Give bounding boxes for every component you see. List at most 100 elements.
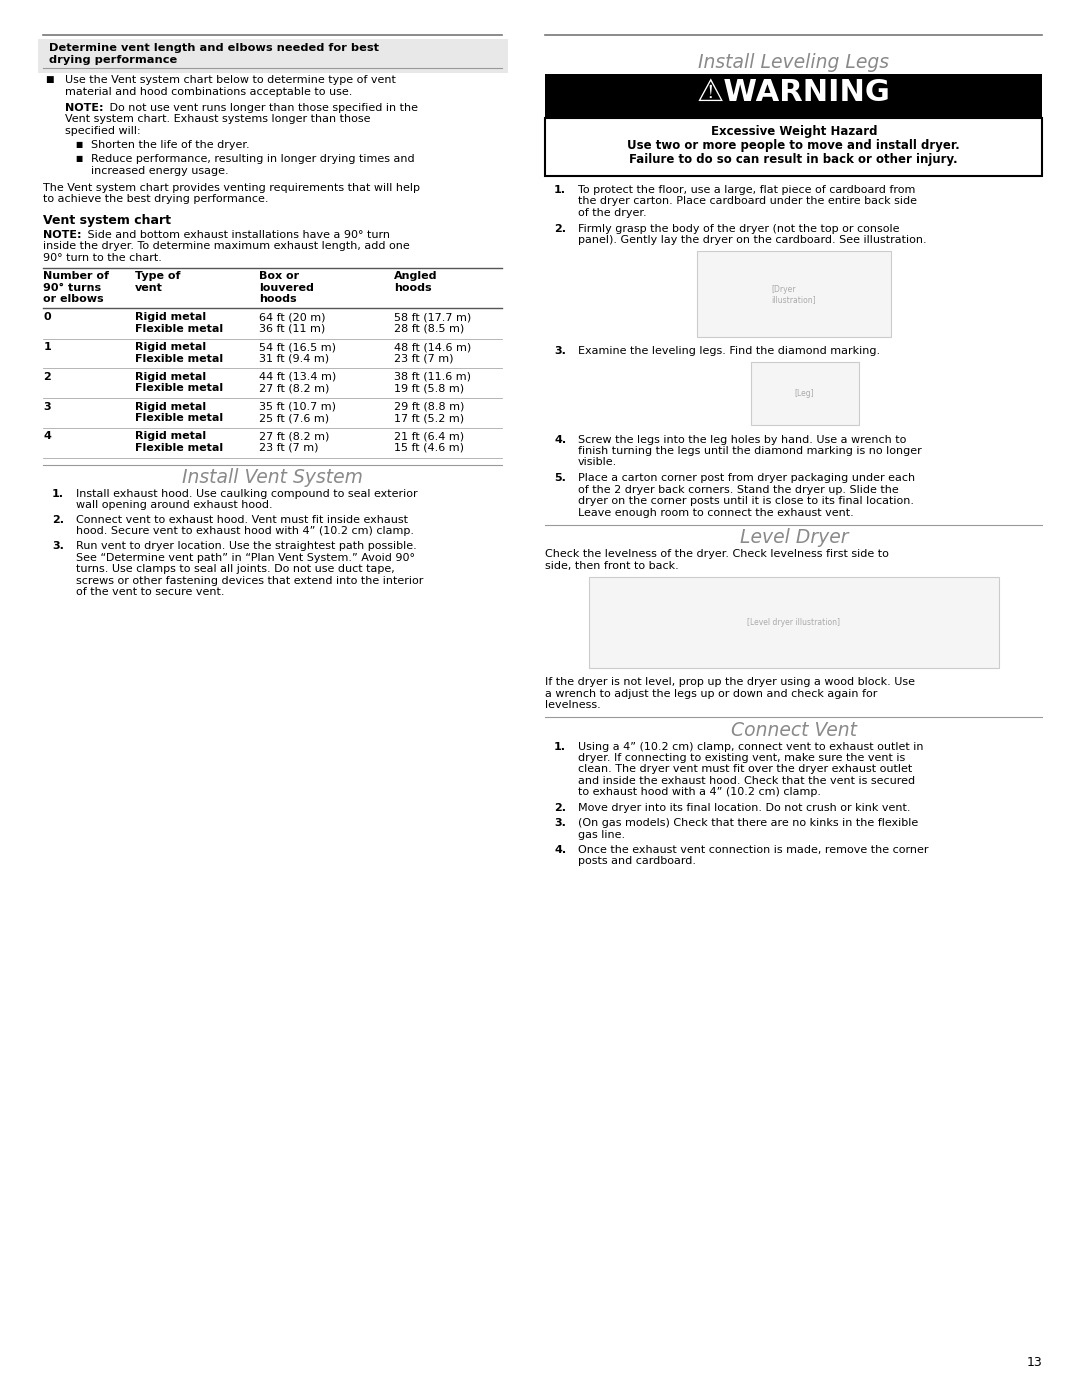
Bar — [38, 39, 508, 73]
Text: of the vent to secure vent.: of the vent to secure vent. — [76, 587, 225, 597]
Text: a wrench to adjust the legs up or down and check again for: a wrench to adjust the legs up or down a… — [545, 689, 878, 698]
Text: 3.: 3. — [52, 542, 64, 552]
Text: [Level dryer illustration]: [Level dryer illustration] — [747, 617, 840, 627]
Text: Use two or more people to move and install dryer.: Use two or more people to move and insta… — [627, 140, 960, 152]
Text: Place a carton corner post from dryer packaging under each: Place a carton corner post from dryer pa… — [578, 474, 915, 483]
Text: To protect the floor, use a large, flat piece of cardboard from: To protect the floor, use a large, flat … — [578, 184, 915, 194]
Text: of the 2 dryer back corners. Stand the dryer up. Slide the: of the 2 dryer back corners. Stand the d… — [578, 485, 899, 495]
Text: 27 ft (8.2 m)
23 ft (7 m): 27 ft (8.2 m) 23 ft (7 m) — [259, 432, 329, 453]
Text: Box or
louvered
hoods: Box or louvered hoods — [259, 271, 314, 305]
Text: NOTE:: NOTE: — [65, 102, 104, 113]
Bar — [545, 74, 1042, 117]
Text: levelness.: levelness. — [545, 700, 602, 710]
Text: Leave enough room to connect the exhaust vent.: Leave enough room to connect the exhaust… — [578, 509, 853, 518]
Text: 3.: 3. — [554, 346, 566, 356]
Text: 4: 4 — [43, 432, 51, 441]
Text: Failure to do so can result in back or other injury.: Failure to do so can result in back or o… — [630, 152, 958, 166]
Text: Do not use vent runs longer than those specified in the: Do not use vent runs longer than those s… — [106, 102, 418, 113]
Text: Connect Vent: Connect Vent — [731, 721, 856, 740]
Text: posts and cardboard.: posts and cardboard. — [578, 856, 696, 866]
Text: 90° turn to the chart.: 90° turn to the chart. — [43, 253, 162, 263]
Text: ■: ■ — [45, 75, 54, 84]
Text: 4.: 4. — [554, 434, 566, 444]
Text: the dryer carton. Place cardboard under the entire back side: the dryer carton. Place cardboard under … — [578, 197, 917, 207]
Text: 44 ft (13.4 m)
27 ft (8.2 m): 44 ft (13.4 m) 27 ft (8.2 m) — [259, 372, 337, 394]
Text: [Dryer
illustration]: [Dryer illustration] — [771, 285, 816, 305]
Text: 38 ft (11.6 m)
19 ft (5.8 m): 38 ft (11.6 m) 19 ft (5.8 m) — [394, 372, 471, 394]
Text: 4.: 4. — [554, 845, 566, 855]
Text: If the dryer is not level, prop up the dryer using a wood block. Use: If the dryer is not level, prop up the d… — [545, 678, 916, 687]
Text: 0: 0 — [43, 313, 51, 323]
Text: Firmly grasp the body of the dryer (not the top or console: Firmly grasp the body of the dryer (not … — [578, 224, 900, 233]
Text: Screw the legs into the leg holes by hand. Use a wrench to: Screw the legs into the leg holes by han… — [578, 434, 906, 444]
Text: Reduce performance, resulting in longer drying times and: Reduce performance, resulting in longer … — [91, 154, 415, 165]
Text: Rigid metal
Flexible metal: Rigid metal Flexible metal — [135, 372, 224, 394]
Text: drying performance: drying performance — [49, 54, 177, 66]
Text: ■: ■ — [76, 141, 83, 149]
Text: 58 ft (17.7 m)
28 ft (8.5 m): 58 ft (17.7 m) 28 ft (8.5 m) — [394, 313, 472, 334]
Text: 1.: 1. — [554, 184, 566, 194]
Bar — [545, 119, 1042, 176]
Text: 13: 13 — [1026, 1356, 1042, 1369]
Text: dryer. If connecting to existing vent, make sure the vent is: dryer. If connecting to existing vent, m… — [578, 753, 905, 763]
Text: specified will:: specified will: — [65, 126, 140, 136]
Text: Vent system chart: Vent system chart — [43, 214, 172, 226]
Text: finish turning the legs until the diamond marking is no longer: finish turning the legs until the diamon… — [578, 446, 921, 455]
Text: Level Dryer: Level Dryer — [740, 528, 848, 548]
Text: Rigid metal
Flexible metal: Rigid metal Flexible metal — [135, 342, 224, 363]
Text: [Leg]: [Leg] — [795, 390, 814, 398]
Text: Shorten the life of the dryer.: Shorten the life of the dryer. — [91, 141, 249, 151]
Text: Using a 4” (10.2 cm) clamp, connect vent to exhaust outlet in: Using a 4” (10.2 cm) clamp, connect vent… — [578, 742, 923, 752]
Text: Rigid metal
Flexible metal: Rigid metal Flexible metal — [135, 432, 224, 453]
Text: 21 ft (6.4 m)
15 ft (4.6 m): 21 ft (6.4 m) 15 ft (4.6 m) — [394, 432, 464, 453]
Text: visible.: visible. — [578, 457, 617, 468]
Text: 2.: 2. — [554, 224, 566, 233]
Text: Vent system chart. Exhaust systems longer than those: Vent system chart. Exhaust systems longe… — [65, 115, 370, 124]
Text: inside the dryer. To determine maximum exhaust length, add one: inside the dryer. To determine maximum e… — [43, 242, 410, 251]
Text: 2: 2 — [43, 372, 51, 381]
Text: Rigid metal
Flexible metal: Rigid metal Flexible metal — [135, 313, 224, 334]
Text: Install Vent System: Install Vent System — [183, 468, 363, 488]
Text: of the dryer.: of the dryer. — [578, 208, 647, 218]
Text: 1.: 1. — [554, 742, 566, 752]
Text: 1.: 1. — [52, 489, 64, 499]
Text: Angled
hoods: Angled hoods — [394, 271, 437, 292]
Text: side, then front to back.: side, then front to back. — [545, 560, 679, 570]
Text: Determine vent length and elbows needed for best: Determine vent length and elbows needed … — [49, 43, 379, 53]
Text: screws or other fastening devices that extend into the interior: screws or other fastening devices that e… — [76, 576, 423, 585]
Bar — [589, 577, 999, 668]
Text: Rigid metal
Flexible metal: Rigid metal Flexible metal — [135, 401, 224, 423]
Text: Move dryer into its final location. Do not crush or kink vent.: Move dryer into its final location. Do n… — [578, 803, 910, 813]
Text: 35 ft (10.7 m)
25 ft (7.6 m): 35 ft (10.7 m) 25 ft (7.6 m) — [259, 401, 336, 423]
Text: to achieve the best drying performance.: to achieve the best drying performance. — [43, 194, 269, 204]
Text: material and hood combinations acceptable to use.: material and hood combinations acceptabl… — [65, 87, 352, 96]
Bar — [751, 362, 859, 426]
Text: 3.: 3. — [554, 819, 566, 828]
Text: Install Leveling Legs: Install Leveling Legs — [699, 53, 889, 73]
Text: 2.: 2. — [554, 803, 566, 813]
Text: ⚠WARNING: ⚠WARNING — [697, 78, 891, 106]
Text: Install exhaust hood. Use caulking compound to seal exterior: Install exhaust hood. Use caulking compo… — [76, 489, 417, 499]
Text: 48 ft (14.6 m)
23 ft (7 m): 48 ft (14.6 m) 23 ft (7 m) — [394, 342, 472, 363]
Text: Once the exhaust vent connection is made, remove the corner: Once the exhaust vent connection is made… — [578, 845, 929, 855]
Text: (On gas models) Check that there are no kinks in the flexible: (On gas models) Check that there are no … — [578, 819, 918, 828]
Text: and inside the exhaust hood. Check that the vent is secured: and inside the exhaust hood. Check that … — [578, 775, 915, 787]
Text: 64 ft (20 m)
36 ft (11 m): 64 ft (20 m) 36 ft (11 m) — [259, 313, 326, 334]
Text: to exhaust hood with a 4” (10.2 cm) clamp.: to exhaust hood with a 4” (10.2 cm) clam… — [578, 788, 821, 798]
Text: 3: 3 — [43, 401, 51, 412]
Text: Use the Vent system chart below to determine type of vent: Use the Vent system chart below to deter… — [65, 75, 395, 85]
Text: 1: 1 — [43, 342, 51, 352]
Text: Excessive Weight Hazard: Excessive Weight Hazard — [711, 126, 877, 138]
Bar — [697, 251, 891, 337]
Text: 5.: 5. — [554, 474, 566, 483]
Text: Number of
90° turns
or elbows: Number of 90° turns or elbows — [43, 271, 109, 305]
Text: 29 ft (8.8 m)
17 ft (5.2 m): 29 ft (8.8 m) 17 ft (5.2 m) — [394, 401, 464, 423]
Text: Connect vent to exhaust hood. Vent must fit inside exhaust: Connect vent to exhaust hood. Vent must … — [76, 515, 407, 525]
Text: Type of
vent: Type of vent — [135, 271, 180, 292]
Text: hood. Secure vent to exhaust hood with 4” (10.2 cm) clamp.: hood. Secure vent to exhaust hood with 4… — [76, 527, 414, 536]
Text: wall opening around exhaust hood.: wall opening around exhaust hood. — [76, 500, 272, 510]
Text: clean. The dryer vent must fit over the dryer exhaust outlet: clean. The dryer vent must fit over the … — [578, 764, 912, 774]
Text: Run vent to dryer location. Use the straightest path possible.: Run vent to dryer location. Use the stra… — [76, 542, 417, 552]
Text: dryer on the corner posts until it is close to its final location.: dryer on the corner posts until it is cl… — [578, 496, 914, 506]
Text: Examine the leveling legs. Find the diamond marking.: Examine the leveling legs. Find the diam… — [578, 346, 880, 356]
